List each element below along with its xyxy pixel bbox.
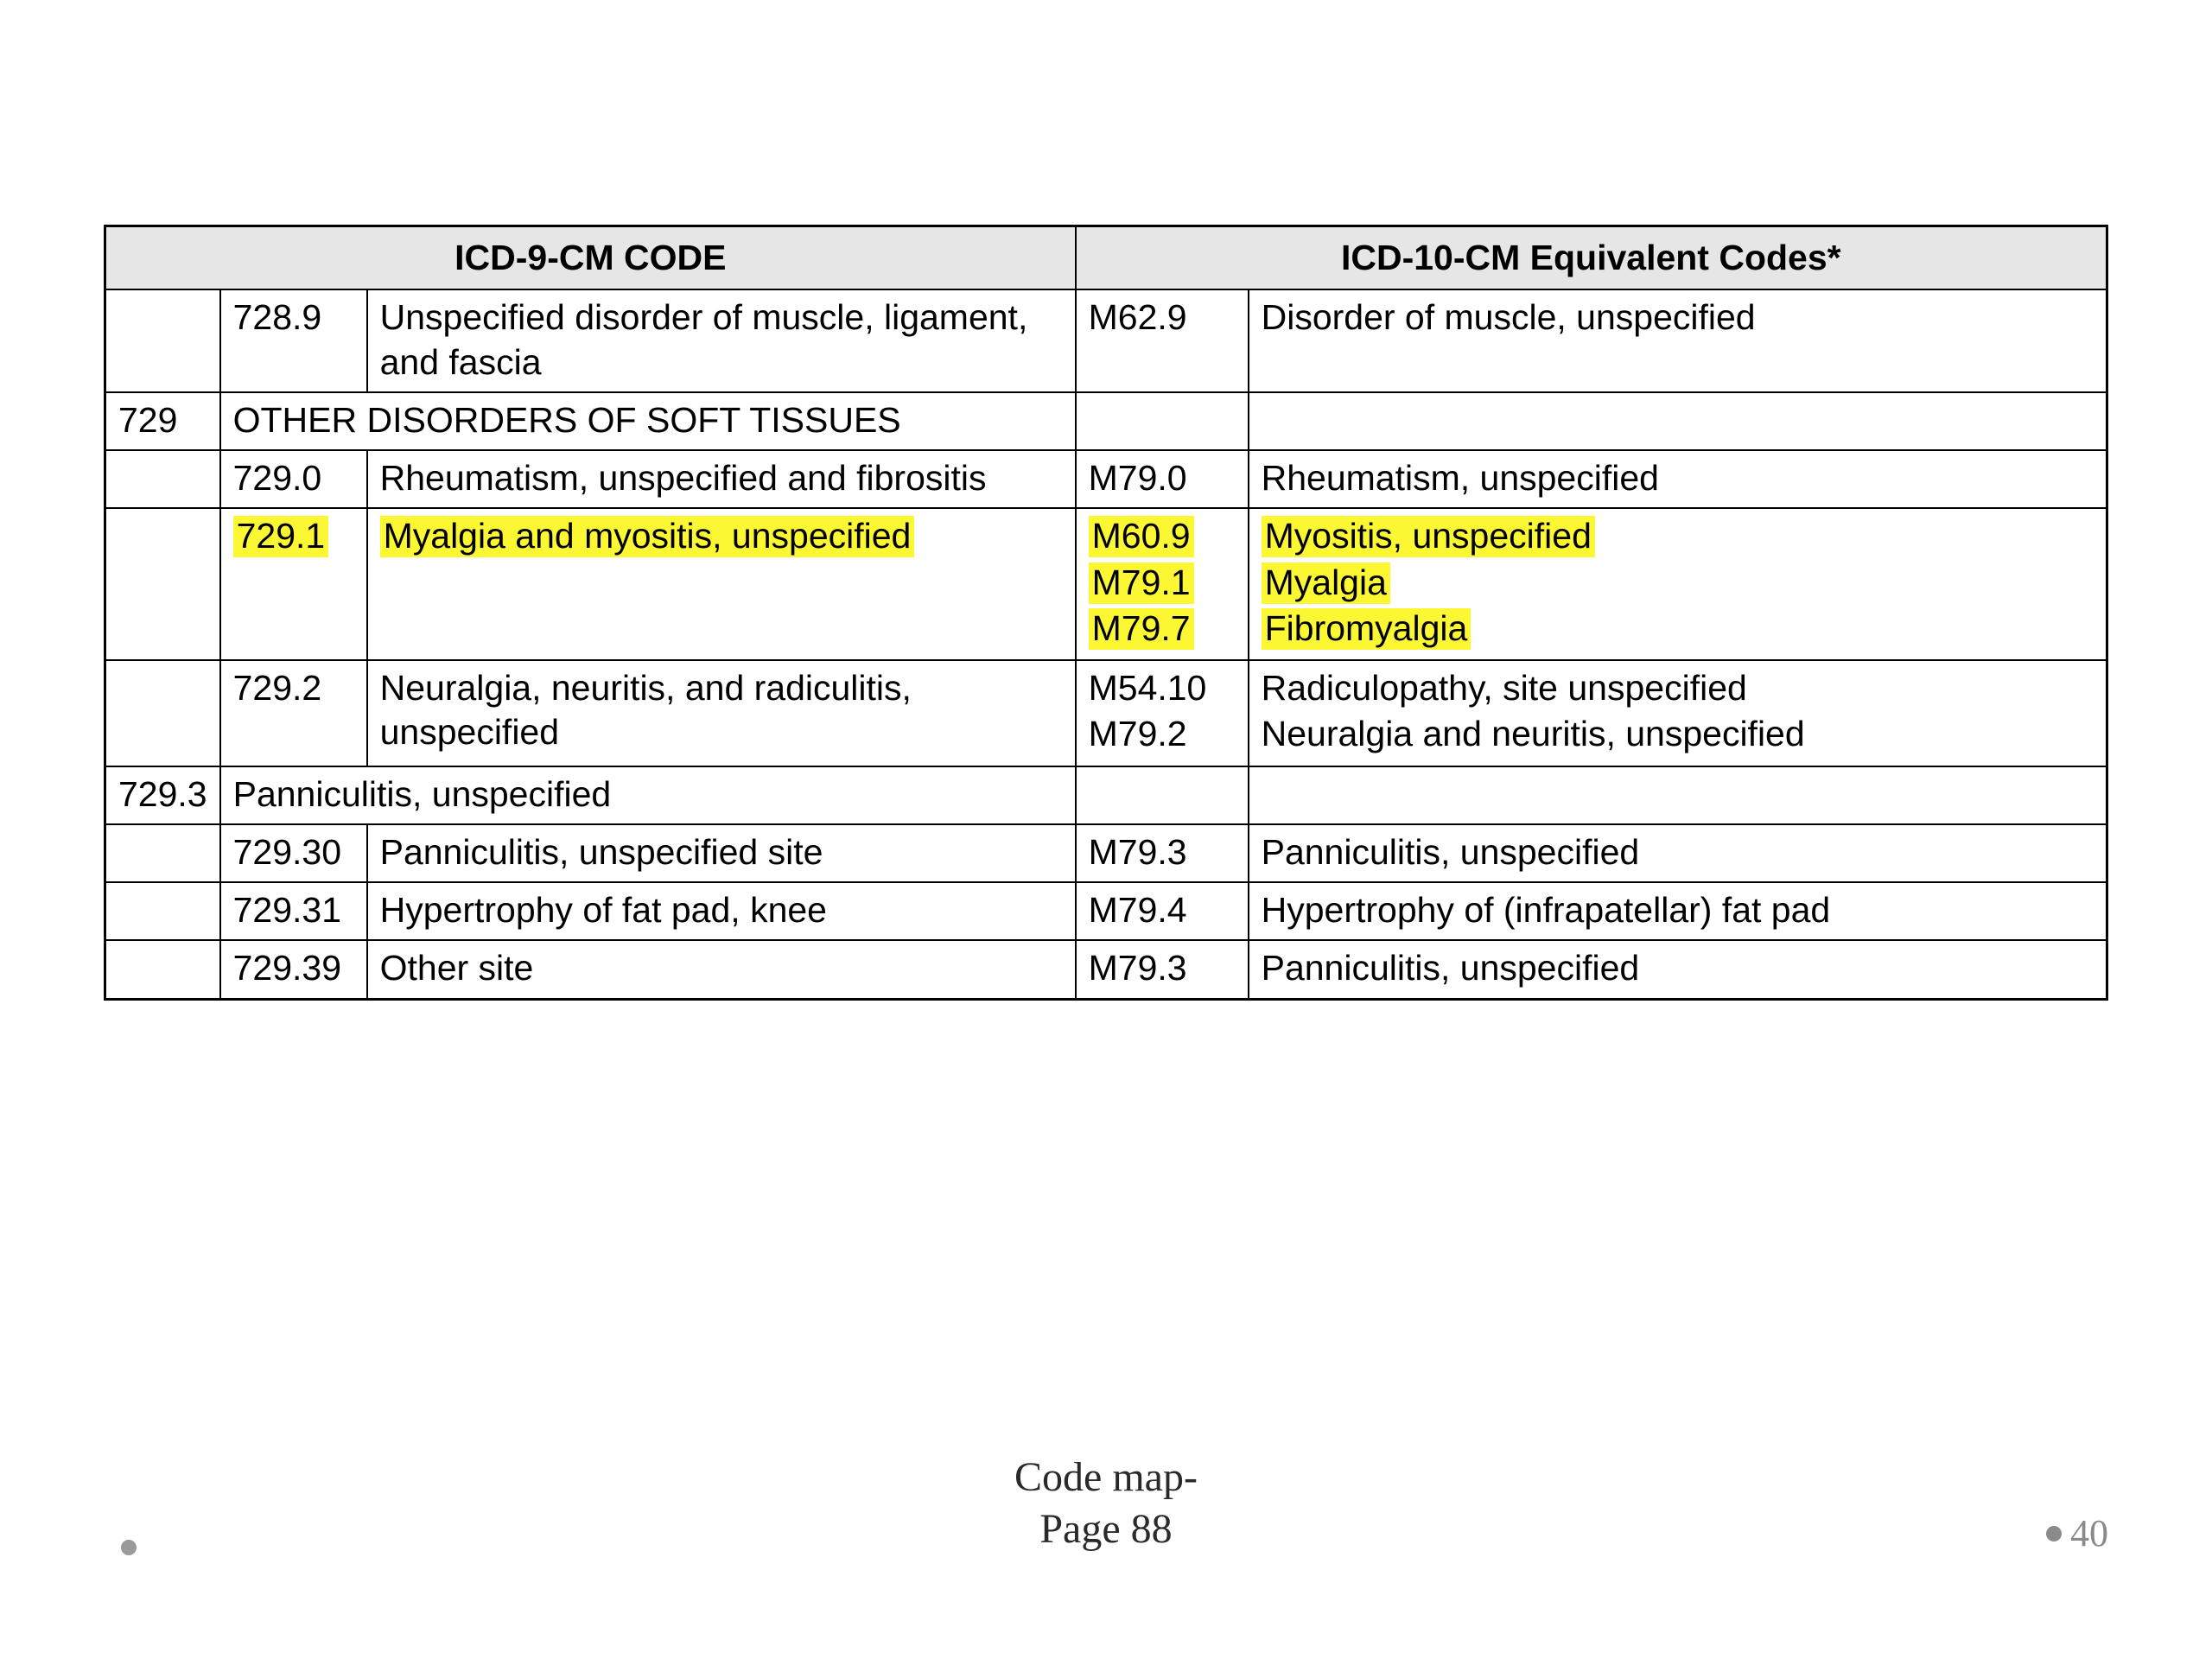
icd9-code-cell: 729.30 bbox=[220, 824, 367, 882]
table-row: 729.0 Rheumatism, unspecified and fibros… bbox=[105, 450, 2107, 508]
icd10-code-cell: M79.3 bbox=[1076, 940, 1249, 999]
icd10-code-cell: M79.3 bbox=[1076, 824, 1249, 882]
highlighted-desc: Fibromyalgia bbox=[1262, 608, 1471, 650]
highlighted-desc: Myalgia and myositis, unspecified bbox=[380, 516, 915, 557]
icd9-code-cell: 729.1 bbox=[220, 508, 367, 660]
icd-code-map-table: ICD-9-CM CODE ICD-10-CM Equivalent Codes… bbox=[104, 225, 2108, 1001]
icd9-desc-cell: Panniculitis, unspecified site bbox=[367, 824, 1076, 882]
empty-cell bbox=[1249, 766, 2107, 824]
table-section-row: 729 OTHER DISORDERS OF SOFT TISSUES bbox=[105, 392, 2107, 450]
icd9-desc-cell: Unspecified disorder of muscle, ligament… bbox=[367, 289, 1076, 392]
icd10-desc-cell: Disorder of muscle, unspecified bbox=[1249, 289, 2107, 392]
icd10-code-cell: M60.9 M79.1 M79.7 bbox=[1076, 508, 1249, 660]
icd10-desc-cell: Radiculopathy, site unspecified Neuralgi… bbox=[1249, 660, 2107, 766]
icd9-code-cell: 729.39 bbox=[220, 940, 367, 999]
icd9-group-cell: 729.3 bbox=[105, 766, 220, 824]
icd10-desc-cell: Myositis, unspecified Myalgia Fibromyalg… bbox=[1249, 508, 2107, 660]
icd9-group-cell bbox=[105, 289, 220, 392]
icd10-code: M79.2 bbox=[1089, 712, 1236, 758]
table-row: 728.9 Unspecified disorder of muscle, li… bbox=[105, 289, 2107, 392]
highlighted-code: M79.7 bbox=[1089, 608, 1194, 650]
icd9-code-cell: 729.2 bbox=[220, 660, 367, 766]
caption-line2: Page 88 bbox=[0, 1503, 2212, 1555]
slide-number-value: 40 bbox=[2070, 1511, 2108, 1555]
icd10-desc-cell: Hypertrophy of (infrapatellar) fat pad bbox=[1249, 882, 2107, 940]
table-row-highlighted: 729.1 Myalgia and myositis, unspecified … bbox=[105, 508, 2107, 660]
section-title-cell: Panniculitis, unspecified bbox=[220, 766, 1076, 824]
icd10-desc: Radiculopathy, site unspecified bbox=[1262, 666, 2094, 712]
icd10-desc-cell: Panniculitis, unspecified bbox=[1249, 940, 2107, 999]
highlighted-code: 729.1 bbox=[233, 516, 329, 557]
table-row: 729.2 Neuralgia, neuritis, and radiculit… bbox=[105, 660, 2107, 766]
footer-caption: Code map- Page 88 bbox=[0, 1452, 2212, 1555]
icd10-code-cell: M79.4 bbox=[1076, 882, 1249, 940]
icd9-desc-cell: Myalgia and myositis, unspecified bbox=[367, 508, 1076, 660]
footer-right-bullet-icon bbox=[2046, 1526, 2062, 1541]
table-section-row: 729.3 Panniculitis, unspecified bbox=[105, 766, 2107, 824]
icd9-desc-cell: Neuralgia, neuritis, and radiculitis, un… bbox=[367, 660, 1076, 766]
icd9-group-cell bbox=[105, 824, 220, 882]
icd10-desc-cell: Rheumatism, unspecified bbox=[1249, 450, 2107, 508]
icd9-group-cell bbox=[105, 450, 220, 508]
caption-line1: Code map- bbox=[0, 1452, 2212, 1503]
icd9-group-cell: 729 bbox=[105, 392, 220, 450]
table-row: 729.31 Hypertrophy of fat pad, knee M79.… bbox=[105, 882, 2107, 940]
header-icd10: ICD-10-CM Equivalent Codes* bbox=[1076, 226, 2107, 290]
icd9-group-cell bbox=[105, 508, 220, 660]
section-title-cell: OTHER DISORDERS OF SOFT TISSUES bbox=[220, 392, 1076, 450]
icd10-code-cell: M79.0 bbox=[1076, 450, 1249, 508]
icd9-code-cell: 728.9 bbox=[220, 289, 367, 392]
icd9-desc-cell: Rheumatism, unspecified and fibrositis bbox=[367, 450, 1076, 508]
icd9-code-cell: 729.31 bbox=[220, 882, 367, 940]
table-header-row: ICD-9-CM CODE ICD-10-CM Equivalent Codes… bbox=[105, 226, 2107, 290]
icd10-desc: Neuralgia and neuritis, unspecified bbox=[1262, 712, 2094, 758]
table-row: 729.30 Panniculitis, unspecified site M7… bbox=[105, 824, 2107, 882]
empty-cell bbox=[1076, 766, 1249, 824]
table-row: 729.39 Other site M79.3 Panniculitis, un… bbox=[105, 940, 2107, 999]
icd10-code-cell: M54.10 M79.2 bbox=[1076, 660, 1249, 766]
empty-cell bbox=[1076, 392, 1249, 450]
icd9-desc-cell: Other site bbox=[367, 940, 1076, 999]
icd9-group-cell bbox=[105, 940, 220, 999]
icd10-desc-cell: Panniculitis, unspecified bbox=[1249, 824, 2107, 882]
highlighted-code: M79.1 bbox=[1089, 563, 1194, 604]
icd9-desc-cell: Hypertrophy of fat pad, knee bbox=[367, 882, 1076, 940]
empty-cell bbox=[1249, 392, 2107, 450]
icd9-group-cell bbox=[105, 660, 220, 766]
highlighted-code: M60.9 bbox=[1089, 516, 1194, 557]
icd10-code: M54.10 bbox=[1089, 666, 1236, 712]
highlighted-desc: Myositis, unspecified bbox=[1262, 516, 1595, 557]
icd10-code-cell: M62.9 bbox=[1076, 289, 1249, 392]
header-icd9: ICD-9-CM CODE bbox=[105, 226, 1076, 290]
icd9-code-cell: 729.0 bbox=[220, 450, 367, 508]
slide-number: 40 bbox=[2046, 1511, 2108, 1555]
highlighted-desc: Myalgia bbox=[1262, 563, 1390, 604]
icd9-group-cell bbox=[105, 882, 220, 940]
